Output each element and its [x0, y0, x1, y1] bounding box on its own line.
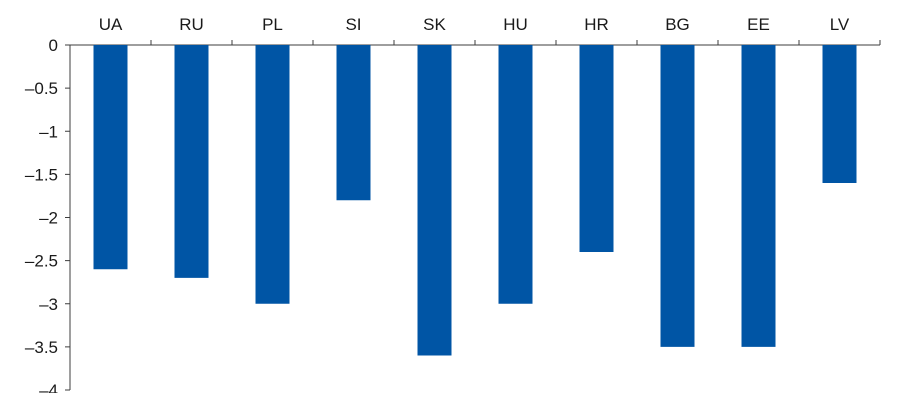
bar-si: [336, 45, 371, 201]
x-tick-label: BG: [665, 15, 690, 34]
y-tick-label: –3.5: [25, 338, 58, 357]
y-tick-label: –3: [39, 295, 58, 314]
bar-ee: [741, 45, 776, 347]
x-tick-label: PL: [262, 15, 283, 34]
y-tick-label: –0.5: [25, 79, 58, 98]
bar-bg: [660, 45, 695, 347]
y-tick-label: 0: [49, 36, 58, 55]
bar-ru: [174, 45, 209, 278]
x-tick-label: SK: [423, 15, 446, 34]
x-axis: UA RU PL SI SK HU HR BG EE LV: [70, 15, 881, 46]
bar-lv: [822, 45, 857, 183]
y-tick-label: –1: [39, 122, 58, 141]
bar-hr: [579, 45, 614, 252]
y-tick-label: –2: [39, 209, 58, 228]
y-tick-label: –2.5: [25, 252, 58, 271]
y-tick-label: –4: [39, 381, 58, 393]
x-tick-label: LV: [830, 15, 850, 34]
x-tick-label: EE: [747, 15, 770, 34]
bar-pl: [255, 45, 290, 304]
x-tick-label: HR: [584, 15, 609, 34]
x-tick-label: UA: [99, 15, 123, 34]
x-tick-label: SI: [345, 15, 361, 34]
bar-ua: [93, 45, 128, 270]
x-tick-label: HU: [503, 15, 528, 34]
y-tick-label: –1.5: [25, 165, 58, 184]
x-tick-label: RU: [179, 15, 204, 34]
y-axis: 0 –0.5 –1 –1.5 –2 –2.5 –3 –3.5 –4: [25, 36, 71, 393]
bar-hu: [498, 45, 533, 304]
bars: [93, 45, 857, 356]
bar-sk: [417, 45, 452, 356]
